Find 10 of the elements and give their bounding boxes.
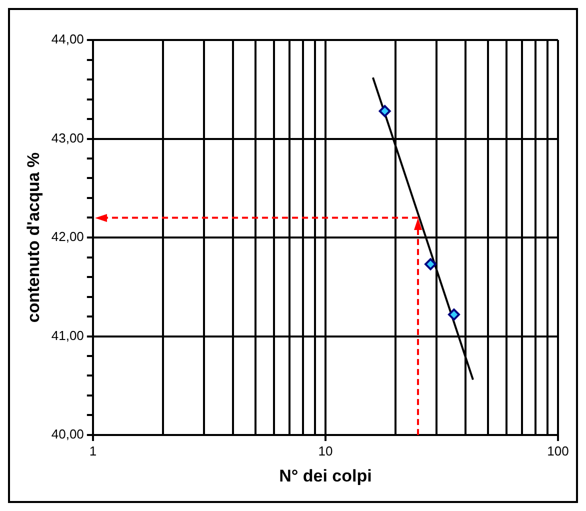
x-axis-title: N° dei colpi bbox=[279, 466, 372, 486]
x-tick-label: 10 bbox=[318, 443, 333, 458]
y-tick-label: 42,00 bbox=[51, 229, 84, 244]
x-tick-label: 1 bbox=[89, 443, 97, 458]
y-tick-label: 40,00 bbox=[51, 426, 84, 442]
x-tick-label: 100 bbox=[547, 443, 569, 458]
y-tick-label: 41,00 bbox=[51, 328, 84, 343]
y-tick-label: 44,00 bbox=[51, 32, 84, 47]
y-axis-title: contenuto d'acqua % bbox=[24, 152, 43, 323]
y-tick-label: 43,00 bbox=[51, 130, 84, 146]
